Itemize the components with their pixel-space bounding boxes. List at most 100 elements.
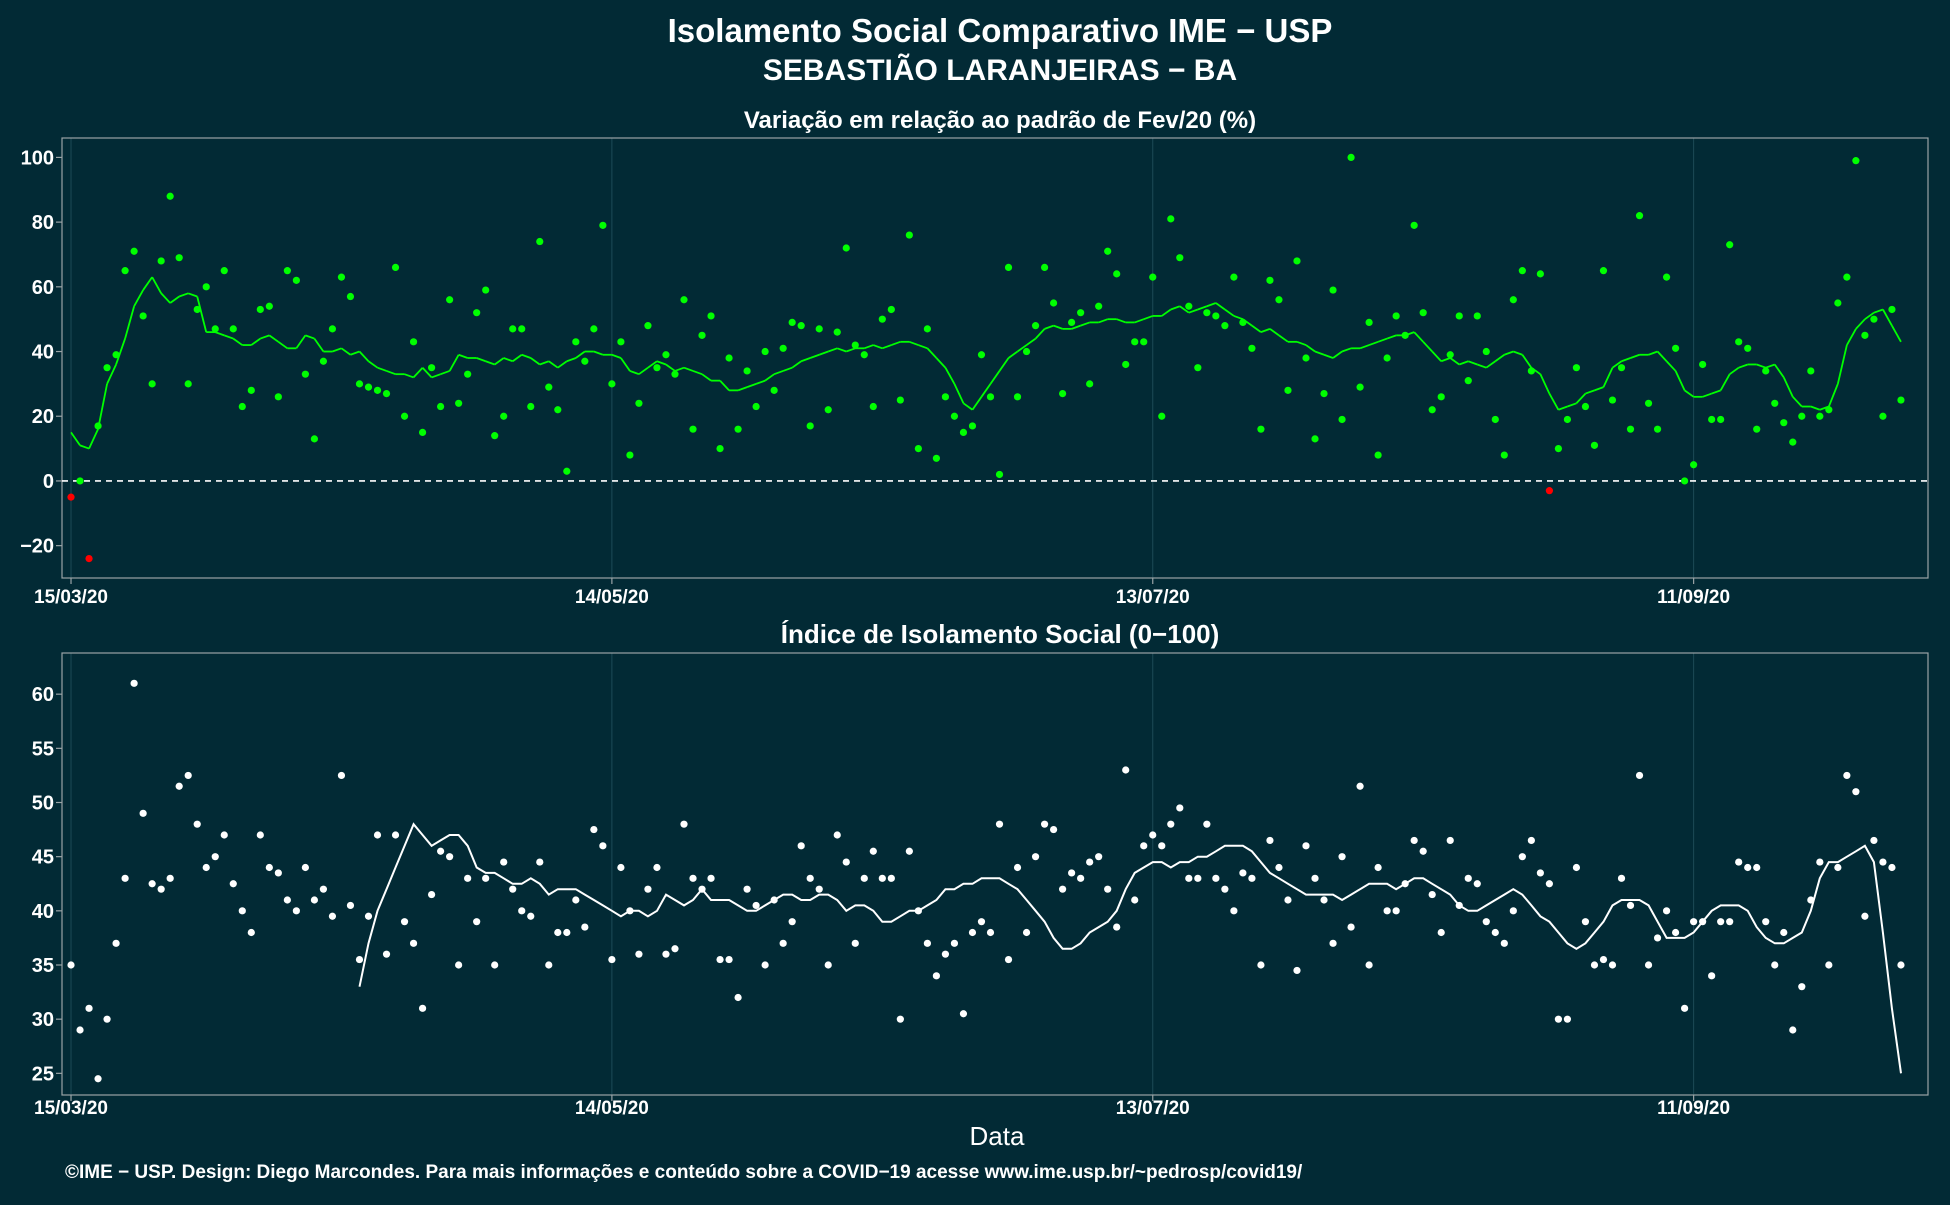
data-point: [1311, 874, 1319, 882]
data-point: [1690, 918, 1698, 926]
trend-segment: [232, 337, 243, 346]
data-point: [761, 961, 769, 969]
data-point: [274, 393, 282, 401]
data-point: [689, 425, 697, 433]
data-point: [1221, 885, 1229, 893]
data-point: [959, 428, 968, 437]
data-point: [1140, 842, 1148, 850]
trend-segment: [1080, 321, 1090, 327]
trend-segment: [1197, 305, 1208, 311]
data-point: [563, 467, 571, 475]
trend-segment: [1765, 363, 1776, 369]
data-point: [1419, 309, 1427, 317]
data-point: [1167, 820, 1175, 828]
data-point: [1374, 451, 1382, 459]
data-point: [1068, 869, 1076, 877]
trend-segment: [124, 305, 135, 339]
data-point: [851, 341, 859, 349]
data-point: [1554, 1015, 1563, 1023]
data-point: [1843, 273, 1851, 281]
data-point: [554, 928, 562, 937]
data-point: [1194, 364, 1202, 372]
data-point: [202, 863, 210, 872]
data-point: [283, 267, 291, 275]
data-point: [1563, 415, 1572, 424]
trend-segment: [827, 347, 838, 353]
data-point: [391, 263, 400, 272]
trend-segment: [431, 373, 441, 379]
data-point: [1437, 928, 1445, 937]
data-point: [1473, 880, 1481, 888]
data-point: [1410, 221, 1418, 229]
data-point: [1031, 322, 1040, 330]
data-point: [464, 874, 472, 882]
data-point: [1735, 858, 1743, 866]
trend-segment: [764, 373, 775, 382]
data-point: [1086, 380, 1094, 388]
data-point: [1554, 444, 1563, 453]
data-point: [1762, 367, 1770, 375]
trend-segment: [1711, 389, 1721, 395]
trend-segment: [350, 350, 360, 356]
data-point: [1509, 907, 1517, 915]
data-point: [1347, 153, 1355, 162]
trend-segment: [746, 383, 757, 388]
data-point: [1329, 286, 1337, 294]
y-tick-label: 35: [32, 955, 54, 977]
data-point: [1140, 338, 1148, 346]
trend-segment: [196, 296, 208, 333]
data-point: [446, 853, 454, 861]
data-point: [1320, 896, 1328, 904]
data-point: [554, 406, 562, 414]
trend-segment: [1594, 386, 1604, 392]
trend-segment: [1855, 318, 1866, 330]
data-point: [968, 422, 977, 430]
data-point: [437, 402, 445, 411]
data-point: [824, 961, 832, 969]
data-point: [175, 254, 183, 262]
data-point: [67, 493, 75, 501]
data-point: [761, 347, 769, 356]
data-point: [662, 950, 670, 958]
trend-segment: [873, 344, 883, 350]
y-tick-label: 80: [32, 212, 54, 234]
data-point: [1897, 396, 1905, 404]
trend-segment: [1233, 315, 1244, 321]
data-point: [1113, 923, 1121, 931]
data-point: [193, 305, 201, 314]
x-tick-label: 13/07/20: [1116, 1098, 1190, 1119]
data-point: [1104, 885, 1112, 893]
trend-segment: [1179, 305, 1190, 314]
data-point: [247, 386, 255, 394]
y-tick-label: −20: [20, 536, 54, 558]
y-tick-label: 55: [32, 738, 54, 760]
data-point: [968, 928, 977, 937]
data-point: [1158, 412, 1166, 420]
chart-title: Isolamento Social Comparativo IME − USP: [668, 12, 1333, 49]
data-point: [1581, 918, 1590, 926]
trend-segment: [593, 350, 604, 356]
data-point: [1284, 386, 1292, 394]
trend-segment: [1007, 350, 1019, 359]
trend-segment: [79, 444, 90, 450]
data-point: [121, 267, 129, 275]
trend-segment: [998, 357, 1010, 372]
data-point: [959, 1010, 968, 1018]
trend-segment: [1071, 324, 1081, 330]
data-point: [1753, 425, 1761, 433]
data-point: [130, 247, 138, 255]
trend-segment: [1386, 334, 1397, 340]
trend-segment: [277, 341, 288, 350]
data-point: [680, 820, 688, 828]
data-point: [1500, 939, 1508, 947]
data-point: [382, 389, 391, 398]
data-point: [707, 312, 715, 320]
data-point: [418, 428, 427, 437]
data-point: [1338, 415, 1346, 424]
data-point: [545, 383, 553, 391]
trend-segment: [151, 276, 162, 294]
data-point: [256, 831, 264, 839]
trend-segment: [1602, 367, 1614, 388]
data-point: [121, 874, 129, 882]
data-point: [1230, 907, 1238, 915]
